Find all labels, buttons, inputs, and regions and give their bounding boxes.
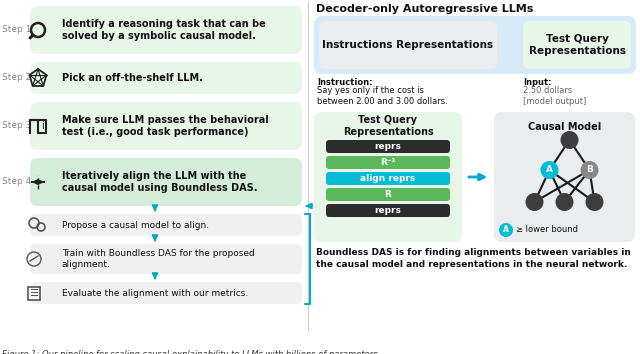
Text: Step 4: Step 4 [2,177,31,187]
Text: Propose a causal model to align.: Propose a causal model to align. [62,221,209,229]
Text: A: A [503,225,509,234]
Text: B: B [586,166,593,175]
FancyBboxPatch shape [28,287,40,300]
Text: R: R [385,190,392,199]
Circle shape [525,193,543,211]
Text: A: A [546,166,553,175]
FancyBboxPatch shape [30,6,302,54]
Text: Train with Boundless DAS for the proposed
alignment.: Train with Boundless DAS for the propose… [62,249,255,269]
FancyBboxPatch shape [30,214,302,236]
Text: reprs: reprs [374,206,401,215]
Circle shape [586,193,604,211]
Text: reprs: reprs [374,142,401,151]
FancyBboxPatch shape [30,102,302,150]
FancyBboxPatch shape [326,140,450,153]
Circle shape [580,161,598,179]
FancyBboxPatch shape [326,204,450,217]
Text: i: i [40,121,44,131]
Circle shape [499,223,513,237]
FancyBboxPatch shape [319,21,497,69]
Text: Step 1: Step 1 [2,25,31,34]
FancyBboxPatch shape [326,188,450,201]
Text: Instructions Representations: Instructions Representations [323,40,493,50]
FancyBboxPatch shape [30,282,302,304]
Text: Boundless DAS is for finding alignments between variables in
the causal model an: Boundless DAS is for finding alignments … [316,248,631,269]
Text: Step 2: Step 2 [2,74,31,82]
Circle shape [556,193,573,211]
Text: Test Query
Representations: Test Query Representations [529,34,625,56]
Text: Iteratively align the LLM with the
causal model using Boundless DAS.: Iteratively align the LLM with the causa… [62,171,257,193]
FancyBboxPatch shape [314,16,636,74]
FancyBboxPatch shape [30,158,302,206]
Text: Instruction:: Instruction: [317,78,372,87]
Text: Evaluate the alignment with our metrics.: Evaluate the alignment with our metrics. [62,289,248,297]
Text: Figure 1: Our pipeline for scaling causal explainability to LLMs with billions o: Figure 1: Our pipeline for scaling causa… [2,350,380,354]
Text: Input:: Input: [523,78,552,87]
Text: Causal Model: Causal Model [528,122,601,132]
Text: Step 3: Step 3 [2,121,31,131]
FancyBboxPatch shape [523,21,631,69]
Text: align reprs: align reprs [360,174,415,183]
FancyBboxPatch shape [326,172,450,185]
Text: Make sure LLM passes the behavioral
test (i.e., good task performance): Make sure LLM passes the behavioral test… [62,115,269,137]
Text: R⁻¹: R⁻¹ [380,158,396,167]
FancyBboxPatch shape [30,62,302,94]
Circle shape [561,131,579,149]
Text: Decoder-only Autoregressive LLMs: Decoder-only Autoregressive LLMs [316,4,533,14]
FancyBboxPatch shape [326,156,450,169]
Text: Identify a reasoning task that can be
solved by a symbolic causal model.: Identify a reasoning task that can be so… [62,19,266,41]
Text: ≥ lower bound: ≥ lower bound [516,225,578,234]
Text: 2.50 dollars
[model output]: 2.50 dollars [model output] [523,86,586,106]
Text: Pick an off-the-shelf LLM.: Pick an off-the-shelf LLM. [62,73,203,83]
Circle shape [541,161,559,179]
Text: Test Query
Representations: Test Query Representations [342,115,433,137]
FancyBboxPatch shape [314,112,462,242]
FancyBboxPatch shape [30,244,302,274]
Text: Say yes only if the cost is
between 2.00 and 3.00 dollars.: Say yes only if the cost is between 2.00… [317,86,448,106]
FancyBboxPatch shape [494,112,635,242]
